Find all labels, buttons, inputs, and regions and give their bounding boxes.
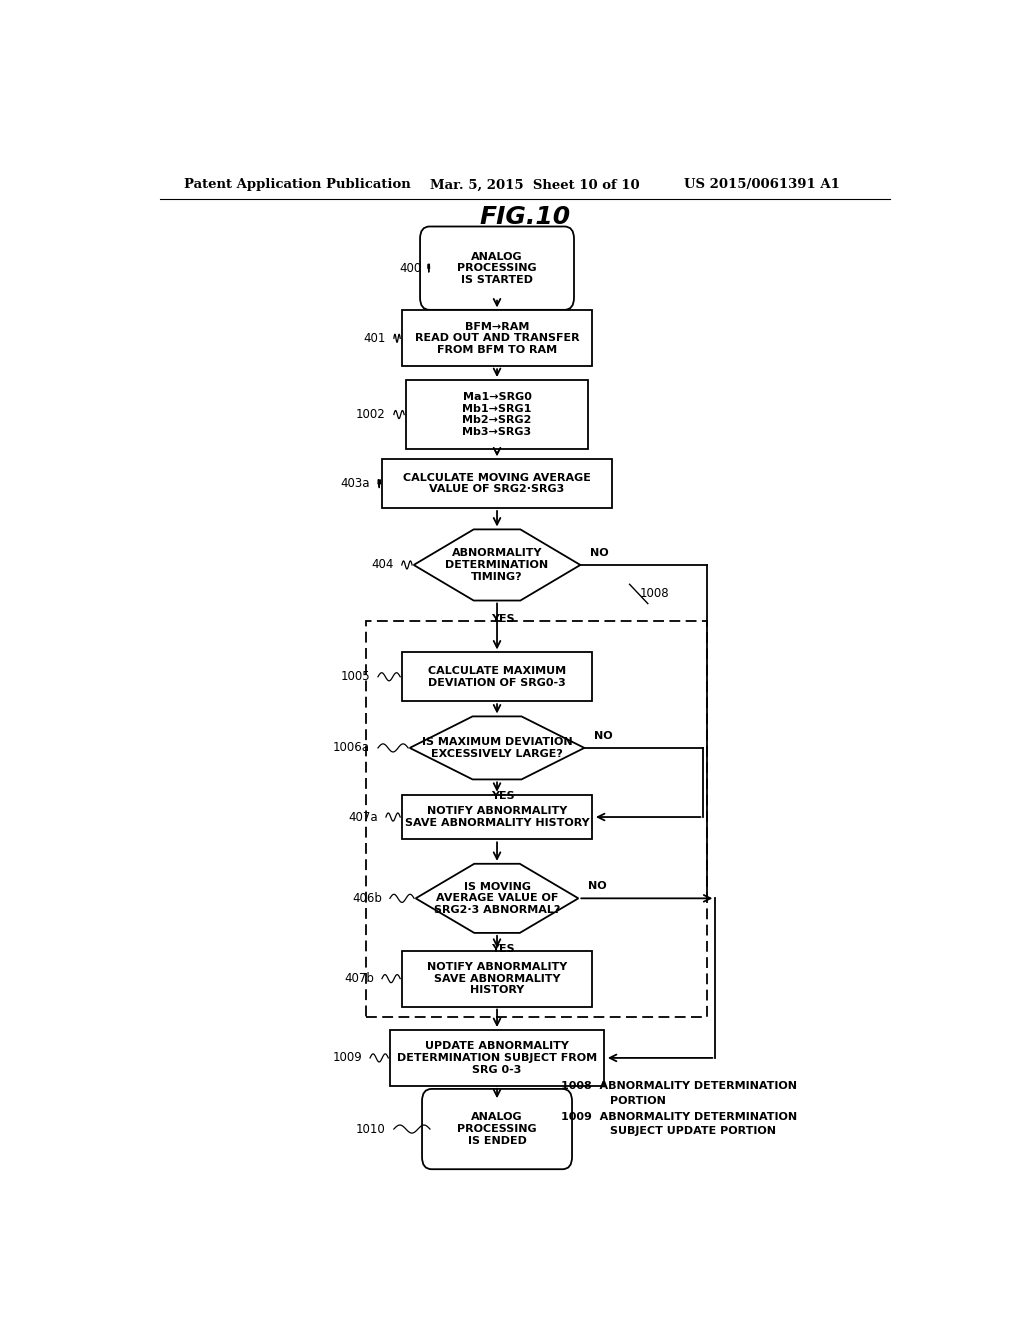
Text: Patent Application Publication: Patent Application Publication (183, 178, 411, 191)
FancyBboxPatch shape (382, 459, 612, 508)
Text: SUBJECT UPDATE PORTION: SUBJECT UPDATE PORTION (609, 1126, 776, 1137)
Text: 400: 400 (399, 261, 422, 275)
Text: IS MAXIMUM DEVIATION
EXCESSIVELY LARGE?: IS MAXIMUM DEVIATION EXCESSIVELY LARGE? (422, 737, 572, 759)
FancyBboxPatch shape (390, 1030, 604, 1086)
Text: CALCULATE MAXIMUM
DEVIATION OF SRG0-3: CALCULATE MAXIMUM DEVIATION OF SRG0-3 (428, 667, 566, 688)
Text: 1008  ABNORMALITY DETERMINATION: 1008 ABNORMALITY DETERMINATION (560, 1081, 797, 1092)
Text: ANALOG
PROCESSING
IS ENDED: ANALOG PROCESSING IS ENDED (457, 1113, 537, 1146)
Text: 403a: 403a (341, 477, 370, 490)
Text: FIG.10: FIG.10 (479, 206, 570, 230)
Text: 1006a: 1006a (333, 742, 370, 755)
Text: ABNORMALITY
DETERMINATION
TIMING?: ABNORMALITY DETERMINATION TIMING? (445, 548, 549, 582)
Polygon shape (414, 529, 581, 601)
Text: PORTION: PORTION (609, 1096, 666, 1106)
Text: NO: NO (590, 548, 608, 558)
Text: 1009  ABNORMALITY DETERMINATION: 1009 ABNORMALITY DETERMINATION (560, 1111, 797, 1122)
Text: 407b: 407b (344, 972, 374, 985)
FancyBboxPatch shape (401, 310, 592, 366)
FancyBboxPatch shape (406, 380, 588, 449)
FancyBboxPatch shape (401, 950, 592, 1007)
Text: CALCULATE MOVING AVERAGE
VALUE OF SRG2·SRG3: CALCULATE MOVING AVERAGE VALUE OF SRG2·S… (403, 473, 591, 495)
Text: 407a: 407a (348, 810, 378, 824)
FancyBboxPatch shape (420, 227, 574, 310)
Text: YES: YES (492, 791, 515, 801)
Polygon shape (416, 863, 579, 933)
FancyBboxPatch shape (401, 795, 592, 840)
Text: 1008: 1008 (640, 587, 670, 599)
Text: Mar. 5, 2015  Sheet 10 of 10: Mar. 5, 2015 Sheet 10 of 10 (430, 178, 639, 191)
Text: BFM→RAM
READ OUT AND TRANSFER
FROM BFM TO RAM: BFM→RAM READ OUT AND TRANSFER FROM BFM T… (415, 322, 580, 355)
Text: 1009: 1009 (333, 1052, 362, 1064)
FancyBboxPatch shape (401, 652, 592, 701)
Text: 404: 404 (372, 558, 394, 572)
Text: YES: YES (492, 614, 515, 624)
Polygon shape (410, 717, 585, 779)
Text: ANALOG
PROCESSING
IS STARTED: ANALOG PROCESSING IS STARTED (457, 252, 537, 285)
Text: UPDATE ABNORMALITY
DETERMINATION SUBJECT FROM
SRG 0-3: UPDATE ABNORMALITY DETERMINATION SUBJECT… (397, 1041, 597, 1074)
Text: 401: 401 (364, 331, 386, 345)
Text: 1010: 1010 (356, 1122, 386, 1135)
Text: NOTIFY ABNORMALITY
SAVE ABNORMALITY HISTORY: NOTIFY ABNORMALITY SAVE ABNORMALITY HIST… (404, 807, 590, 828)
Text: US 2015/0061391 A1: US 2015/0061391 A1 (684, 178, 840, 191)
Text: IS MOVING
AVERAGE VALUE OF
SRG2·3 ABNORMAL?: IS MOVING AVERAGE VALUE OF SRG2·3 ABNORM… (434, 882, 560, 915)
FancyBboxPatch shape (422, 1089, 572, 1170)
Text: NOTIFY ABNORMALITY
SAVE ABNORMALITY
HISTORY: NOTIFY ABNORMALITY SAVE ABNORMALITY HIST… (427, 962, 567, 995)
Text: NO: NO (594, 731, 612, 741)
Text: NO: NO (588, 882, 606, 891)
Text: 1002: 1002 (356, 408, 386, 421)
Text: 406b: 406b (352, 892, 382, 904)
Text: YES: YES (492, 944, 515, 954)
Text: 1005: 1005 (340, 671, 370, 684)
Text: Ma1→SRG0
Mb1→SRG1
Mb2→SRG2
Mb3→SRG3: Ma1→SRG0 Mb1→SRG1 Mb2→SRG2 Mb3→SRG3 (463, 392, 531, 437)
